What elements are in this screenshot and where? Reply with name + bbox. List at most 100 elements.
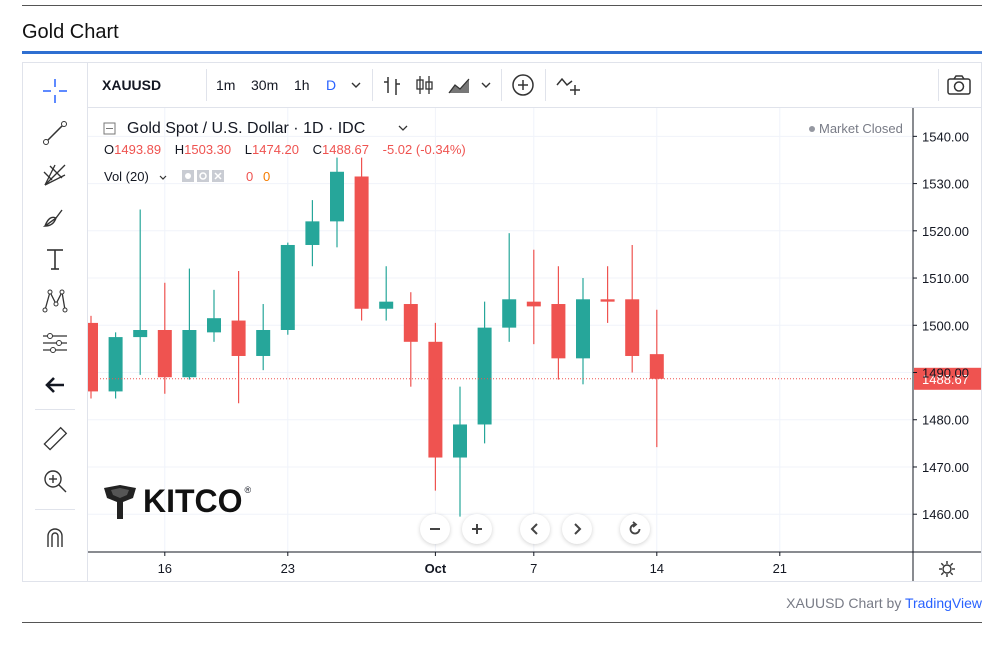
scroll-right-icon [574, 523, 582, 535]
candle-body [600, 299, 615, 302]
x-tick-label: 7 [530, 561, 537, 576]
last-price-label: 1488.67 [922, 372, 969, 387]
screenshot-button[interactable] [946, 63, 972, 107]
candle-style-button[interactable] [412, 63, 436, 107]
add-indicator-button[interactable] [511, 63, 535, 107]
interval-d[interactable]: D [326, 77, 337, 93]
volume-value-2: 0 [263, 169, 270, 184]
zoom-out-icon [430, 528, 440, 530]
y-tick-label: 1520.00 [922, 224, 969, 239]
collapse-legend-button[interactable] [103, 122, 116, 135]
camera-icon [947, 75, 971, 95]
candle-body [157, 330, 172, 378]
magnet-tool[interactable] [23, 518, 87, 558]
toolbar-divider [206, 69, 207, 101]
chevron-down-icon[interactable] [398, 125, 408, 131]
volume-value-1: 0 [246, 169, 253, 184]
candle-body [354, 176, 369, 309]
market-status-dot [809, 126, 815, 132]
grid-lines [88, 108, 913, 552]
zoom-tool[interactable] [23, 461, 87, 501]
candle-body [403, 304, 418, 342]
chevron-down-icon[interactable] [159, 175, 167, 180]
zoom-icon [44, 470, 67, 493]
area-style-button[interactable] [446, 63, 472, 107]
candle-body [649, 354, 664, 379]
brush-icon [42, 209, 63, 227]
compare-icon [556, 77, 580, 95]
back-arrow-icon [45, 377, 64, 393]
interval-30m[interactable]: 30m [251, 77, 279, 93]
gear-icon [939, 561, 955, 577]
symbol-search[interactable]: XAUUSD [102, 77, 162, 93]
y-tick-label: 1470.00 [922, 460, 969, 475]
fib-icon [43, 164, 66, 186]
scroll-left-button[interactable] [520, 514, 550, 544]
settings-icon[interactable] [197, 170, 209, 182]
pattern-icon [42, 289, 68, 313]
volume-label[interactable]: Vol (20) [104, 169, 149, 184]
brush-tool[interactable] [23, 197, 87, 237]
candle-body [108, 337, 123, 392]
zoom-out-button[interactable] [420, 514, 450, 544]
y-tick-label: 1480.00 [922, 413, 969, 428]
y-tick-label: 1490.00 [922, 366, 969, 381]
registered-mark: ® [244, 484, 252, 495]
legend: Gold Spot / U.S. Dollar · 1D · IDC O1493… [103, 120, 903, 184]
legend-title: Gold Spot / U.S. Dollar · 1D · IDC [127, 120, 365, 137]
reset-chart-button[interactable] [620, 514, 650, 544]
title-underline [22, 51, 982, 54]
y-tick-label: 1540.00 [922, 129, 969, 144]
candle-body [625, 299, 640, 356]
ruler-icon [43, 426, 68, 451]
chart-widget: XAUUSD 1m 30m 1h D [22, 62, 982, 582]
top-toolbar: XAUUSD 1m 30m 1h D [88, 63, 981, 108]
kitco-logo: KITCO ® [103, 483, 251, 520]
x-tick-label: 16 [158, 561, 172, 576]
top-rule [22, 5, 982, 6]
candle-body [428, 341, 443, 458]
scroll-right-button[interactable] [562, 514, 592, 544]
candle-body [182, 330, 197, 378]
bar-style-button[interactable] [380, 63, 404, 107]
bar-style-icon [384, 77, 400, 95]
toolbar-divider [501, 69, 502, 101]
prediction-tool[interactable] [23, 323, 87, 363]
interval-1m[interactable]: 1m [216, 77, 236, 93]
tradingview-link[interactable]: TradingView [904, 595, 982, 611]
crosshair-tool[interactable] [23, 71, 87, 111]
fib-tool[interactable] [23, 155, 87, 195]
chart-style-dropdown[interactable] [480, 63, 492, 107]
candle-body [453, 424, 467, 458]
gear-small-icon [199, 172, 207, 180]
x-tick-label: 14 [650, 561, 664, 576]
interval-1h[interactable]: 1h [294, 77, 310, 93]
toolbar-divider [545, 69, 546, 101]
y-tick-label: 1510.00 [922, 271, 969, 286]
x-tick-label: 21 [773, 561, 787, 576]
pattern-tool[interactable] [23, 281, 87, 321]
toolbar-divider [35, 409, 75, 410]
y-tick-label: 1500.00 [922, 318, 969, 333]
candle-body [576, 299, 590, 359]
y-tick-label: 1530.00 [922, 177, 969, 192]
text-tool[interactable] [23, 239, 87, 279]
trend-line-tool[interactable] [23, 113, 87, 153]
interval-dropdown[interactable] [350, 63, 362, 107]
x-tick-label: Oct [425, 561, 447, 576]
candle-body [133, 330, 148, 338]
price-chart[interactable]: 1488.67 1460.00 1470.00 1480.00 1490.00 1500… [88, 108, 981, 581]
candle-body [280, 244, 295, 330]
candle-body [305, 221, 320, 245]
close-icon [214, 172, 222, 180]
candle-body [88, 322, 98, 392]
zoom-in-button[interactable] [462, 514, 492, 544]
chevron-down-icon [481, 82, 491, 88]
page-title: Gold Chart [22, 21, 119, 43]
measure-tool[interactable] [23, 419, 87, 459]
time-axis: 16 23 Oct 7 14 21 [158, 552, 787, 576]
hide-toolbar-button[interactable] [23, 365, 87, 405]
x-tick-label: 23 [281, 561, 295, 576]
compare-button[interactable] [554, 63, 582, 107]
chart-settings-button[interactable] [939, 561, 955, 577]
